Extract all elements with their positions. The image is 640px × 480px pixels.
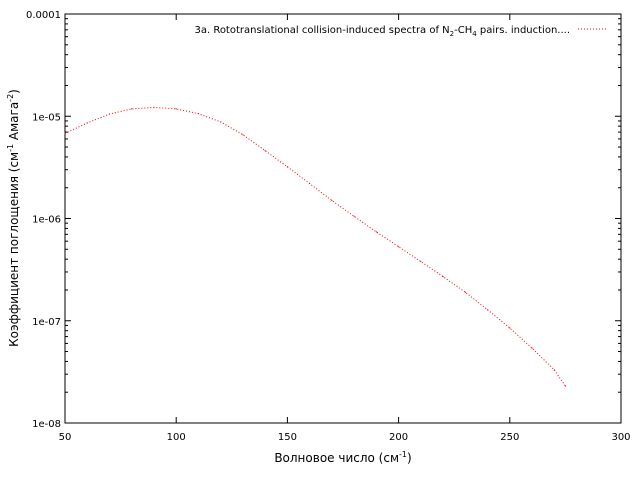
x-axis-title: Волновое число (см-1) — [274, 450, 411, 465]
y-axis-ticks: 1e-08 1e-07 1e-06 1e-05 0.0001 — [26, 10, 621, 430]
data-point — [197, 113, 200, 115]
legend-label-part-1: 3a. Rototranslational collision-induced … — [194, 25, 449, 36]
data-point — [108, 113, 111, 115]
x-axis-title-sup: -1 — [399, 450, 407, 459]
data-point — [153, 106, 155, 109]
data-point — [64, 132, 66, 134]
data-point — [264, 150, 266, 152]
data-point — [442, 276, 444, 278]
data-point — [331, 199, 333, 202]
x-tick-label: 150 — [278, 432, 297, 443]
x-tick-label: 100 — [167, 432, 186, 443]
y-tick-label: 1e-07 — [32, 317, 61, 328]
legend: 3a. Rototranslational collision-induced … — [194, 25, 608, 38]
data-point — [220, 121, 222, 123]
series-layer — [64, 106, 567, 387]
x-tick-label: 250 — [500, 432, 519, 443]
y-axis-title-sup2: -2 — [6, 94, 15, 102]
data-point — [286, 166, 288, 168]
legend-label-sub-2: 4 — [472, 30, 477, 38]
legend-label: 3a. Rototranslational collision-induced … — [194, 25, 570, 38]
data-point — [553, 369, 555, 371]
series-line — [64, 106, 566, 387]
x-axis-ticks: 50 100 150 200 250 300 — [59, 14, 631, 443]
data-point — [175, 108, 177, 110]
data-point — [398, 246, 400, 248]
data-point — [131, 108, 133, 110]
y-tick-label: 1e-06 — [32, 215, 61, 226]
legend-label-part-2: -CH — [454, 25, 472, 36]
y-axis-title-sup1: -1 — [6, 144, 15, 152]
data-point — [353, 215, 355, 217]
x-tick-label: 200 — [389, 432, 408, 443]
data-point — [564, 385, 567, 387]
data-point — [242, 134, 244, 136]
y-axis-title-tail: ) — [7, 89, 21, 94]
legend-label-part-3: pairs. induction.... — [477, 25, 570, 36]
y-axis-title-main: Коэффициент поглощения (см — [7, 152, 21, 347]
data-point — [531, 347, 533, 349]
x-axis-title-tail: ) — [407, 451, 412, 465]
y-tick-label: 0.0001 — [26, 10, 61, 21]
data-point — [86, 122, 88, 124]
data-point — [486, 309, 489, 311]
data-point — [509, 327, 511, 329]
x-tick-label: 300 — [611, 432, 630, 443]
x-tick-label: 50 — [59, 432, 72, 443]
data-point — [375, 231, 377, 233]
y-axis-title: Коэффициент поглощения (см-1 Амага-2) — [6, 89, 21, 347]
y-axis-title-mid: Амага — [7, 102, 21, 144]
x-axis-title-main: Волновое число (см — [274, 451, 399, 465]
legend-label-sub-1: 2 — [450, 30, 454, 38]
data-point — [309, 182, 311, 185]
plot-frame — [64, 13, 622, 424]
y-tick-label: 1e-05 — [32, 112, 61, 123]
data-point — [420, 260, 422, 263]
data-point — [464, 291, 466, 293]
y-tick-label: 1e-08 — [32, 419, 61, 430]
